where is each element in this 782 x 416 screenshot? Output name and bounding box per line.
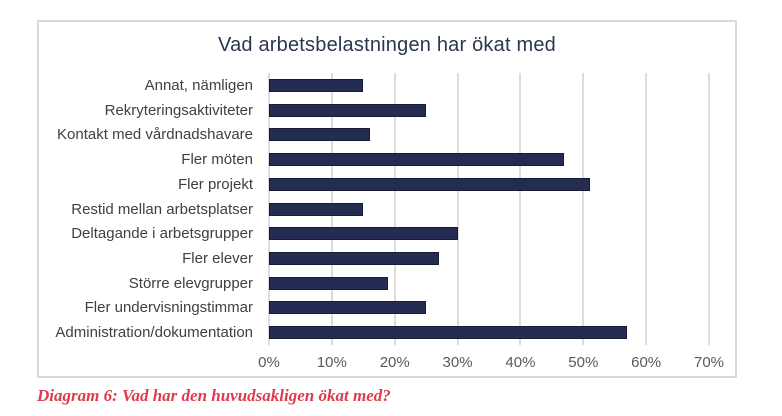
x-axis-tick-label: 60%: [631, 354, 662, 371]
bar-row: [269, 221, 709, 246]
gridline: [393, 73, 396, 345]
gridline: [456, 73, 459, 345]
x-axis-tick-label: 70%: [693, 354, 725, 371]
category-label: Fler undervisningstimmar: [84, 299, 253, 317]
bar: [269, 227, 458, 241]
y-axis-labels: Annat, nämligen Rekryteringsaktiviteter Ko…: [39, 73, 261, 345]
bar-series: [269, 73, 709, 345]
bar: [269, 326, 628, 340]
bar-row: [269, 197, 709, 222]
x-axis-tick-label: 0%: [258, 354, 280, 371]
bar: [269, 177, 590, 191]
bar-row: [269, 172, 709, 197]
bar: [269, 78, 364, 92]
category-label: Fler elever: [182, 250, 253, 267]
category-label: Annat, nämligen: [144, 76, 253, 94]
category-label: Restid mellan arbetsplatser: [71, 200, 253, 218]
bar-row: [269, 122, 709, 147]
bar: [269, 276, 389, 290]
category-label: Deltagande i arbetsgrupper: [71, 225, 253, 243]
bar-row: [269, 147, 709, 172]
bar: [269, 301, 427, 315]
bar-row: [269, 73, 709, 98]
bar: [269, 252, 439, 265]
x-axis-tick-label: 20%: [379, 354, 410, 371]
chart-container: Vad arbetsbelastningen har ökat med Anna…: [37, 20, 737, 378]
x-axis-tick-label: 30%: [442, 354, 473, 371]
bar: [269, 202, 364, 216]
bar: [269, 153, 565, 167]
chart-caption: Diagram 6: Vad har den huvudsakligen öka…: [37, 386, 391, 405]
bar-row: [269, 271, 709, 296]
x-axis-tick-label: 40%: [505, 354, 536, 371]
x-axis-tick-label: 10%: [316, 354, 347, 371]
chart-title: Vad arbetsbelastningen har ökat med: [218, 34, 556, 56]
plot-area: [268, 73, 710, 345]
category-label: Rekryteringsaktiviteter: [104, 101, 253, 119]
category-label: Kontakt med vårdnadshavare: [57, 126, 253, 144]
x-axis-tick-label: 50%: [568, 354, 599, 371]
gridline: [519, 73, 522, 345]
bar-row: [269, 320, 709, 345]
gridline: [708, 73, 710, 345]
bar-row: [269, 296, 709, 321]
gridline: [645, 73, 648, 345]
gridline: [582, 73, 585, 345]
category-label: Administration/dokumentation: [55, 324, 253, 342]
bar-row: [269, 246, 709, 271]
bar: [269, 103, 427, 117]
category-label: Fler möten: [181, 151, 253, 169]
x-axis-tick-labels: 0% 10% 20% 30% 40% 50% 60% 70%: [258, 354, 724, 376]
category-label: Fler projekt: [177, 175, 253, 193]
bar-row: [269, 98, 709, 123]
category-label: Större elevgrupper: [128, 274, 253, 292]
bar: [269, 128, 370, 142]
